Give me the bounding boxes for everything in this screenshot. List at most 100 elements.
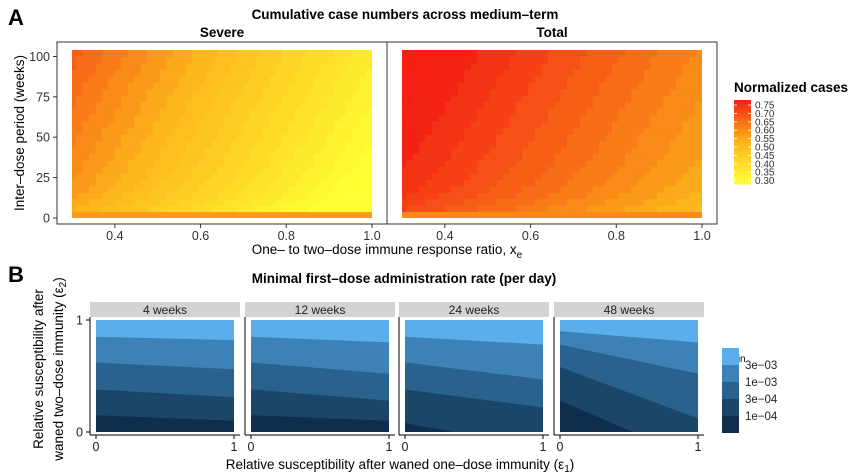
heat-cell — [127, 153, 135, 161]
heat-cell — [406, 50, 414, 58]
heat-cell — [689, 192, 697, 200]
heat-cell — [515, 146, 523, 154]
heat-cell — [243, 185, 251, 193]
heat-cell — [541, 198, 549, 206]
heat-cell — [393, 115, 400, 122]
heat-cell — [682, 114, 690, 122]
heat-cell — [477, 82, 485, 90]
heat-cell — [547, 114, 555, 122]
heat-cell — [637, 153, 645, 161]
heat-cell — [586, 159, 594, 167]
heat-cell — [185, 134, 193, 142]
heat-cell — [522, 211, 530, 218]
heat-cell — [262, 121, 270, 129]
y-tick-label: 1 — [76, 314, 83, 328]
heat-cell — [339, 75, 347, 83]
heat-cell — [204, 185, 212, 193]
panel-a-legend-title: Normalized cases — [734, 80, 848, 95]
heat-cell — [663, 211, 671, 218]
heat-cell — [76, 159, 84, 167]
heat-cell — [166, 179, 174, 187]
heat-cell — [282, 56, 290, 64]
heat-cell — [605, 50, 613, 58]
panel-a-letter: A — [8, 5, 24, 30]
heat-cell — [307, 198, 315, 206]
heat-cell — [599, 50, 607, 58]
heat-cell — [179, 75, 187, 83]
heat-cell — [592, 82, 600, 90]
heat-cell — [586, 198, 594, 206]
heat-cell — [249, 192, 257, 200]
heat-cell — [502, 134, 510, 142]
heat-cell — [412, 88, 420, 96]
heat-cell — [346, 108, 354, 116]
heat-cell — [457, 88, 465, 96]
heat-cell — [457, 185, 465, 193]
heat-cell — [586, 134, 594, 142]
heat-cell — [63, 205, 70, 212]
heat-cell — [95, 198, 103, 206]
heat-cell — [406, 121, 414, 129]
heat-cell — [695, 134, 702, 142]
heat-cell — [412, 166, 420, 174]
heat-cell — [172, 198, 180, 206]
heat-cell — [127, 88, 135, 96]
heat-cell — [393, 173, 400, 180]
heat-cell — [547, 153, 555, 161]
heat-cell — [592, 211, 600, 218]
heat-cell — [307, 192, 315, 200]
heat-cell — [464, 146, 472, 154]
heat-cell — [204, 140, 212, 148]
heat-cell — [489, 134, 497, 142]
heat-cell — [307, 166, 315, 174]
heat-cell — [425, 172, 433, 180]
heat-cell — [249, 108, 257, 116]
heat-cell — [269, 172, 277, 180]
heat-cell — [230, 82, 238, 90]
heat-cell — [314, 82, 322, 90]
heat-cell — [464, 198, 472, 206]
heat-cell — [89, 134, 97, 142]
heat-cell — [502, 205, 510, 213]
heat-cell — [198, 211, 206, 218]
colorbar-segment — [734, 179, 751, 183]
heat-cell — [153, 95, 161, 103]
heat-cell — [515, 50, 523, 58]
heat-cell — [605, 179, 613, 187]
heat-cell — [502, 82, 510, 90]
heat-cell — [657, 134, 665, 142]
heat-cell — [140, 69, 148, 77]
heat-cell — [224, 185, 232, 193]
heat-cell — [509, 192, 517, 200]
heat-cell — [605, 95, 613, 103]
heat-cell — [637, 192, 645, 200]
heat-cell — [352, 198, 360, 206]
heat-cell — [599, 140, 607, 148]
heat-cell — [211, 88, 219, 96]
heat-cell — [166, 205, 174, 213]
heat-cell — [612, 134, 620, 142]
heat-cell — [301, 69, 309, 77]
heat-cell — [393, 76, 400, 83]
heat-cell — [217, 198, 225, 206]
heat-cell — [644, 179, 652, 187]
heat-cell — [477, 185, 485, 193]
heat-cell — [676, 127, 684, 135]
heat-cell — [663, 153, 671, 161]
heat-cell — [605, 146, 613, 154]
heat-cell — [294, 114, 302, 122]
heat-cell — [470, 101, 478, 109]
heat-cell — [444, 56, 452, 64]
heat-cell — [89, 95, 97, 103]
heat-cell — [269, 146, 277, 154]
colorbar-tick-label: 0.75 — [755, 101, 775, 112]
heat-cell — [579, 205, 587, 213]
heat-cell — [464, 88, 472, 96]
heat-cell — [457, 95, 465, 103]
heat-cell — [412, 205, 420, 213]
heat-cell — [217, 140, 225, 148]
heat-cell — [541, 179, 549, 187]
heat-cell — [470, 153, 478, 161]
heat-cell — [346, 134, 354, 142]
heat-cell — [243, 50, 251, 58]
